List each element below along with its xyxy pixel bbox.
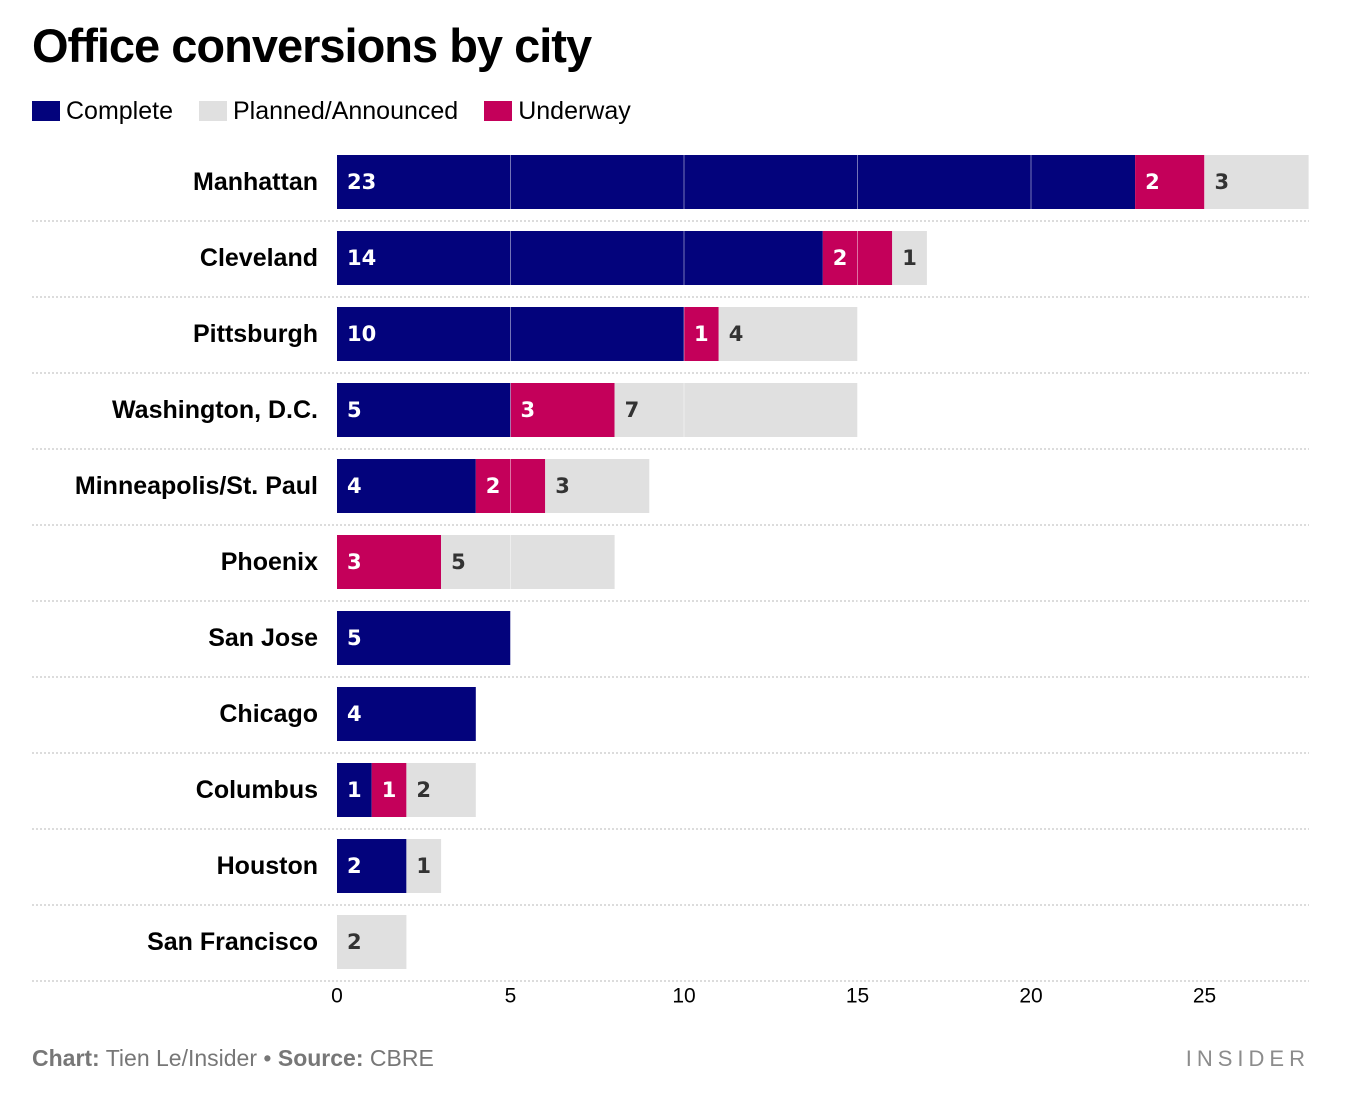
- chart-credit-value: Tien Le/Insider: [105, 1045, 258, 1071]
- bar-segment-complete: [337, 839, 407, 893]
- city-label: Washington, D.C.: [112, 396, 318, 424]
- bar-segment-planned: [718, 307, 858, 361]
- bar-value-label: 5: [347, 626, 362, 650]
- bar-segment-planned: [406, 839, 442, 893]
- city-label: Manhattan: [193, 168, 318, 196]
- vertical-gridlines: [510, 155, 1205, 969]
- legend-swatch-underway: [484, 101, 513, 121]
- bar-segment-planned: [1204, 155, 1309, 209]
- bar-value-label: 2: [347, 854, 362, 878]
- bar-segment-underway: [475, 459, 546, 513]
- bar-segment-planned: [441, 535, 615, 589]
- city-label: Pittsburgh: [193, 320, 318, 348]
- legend-label-planned: Planned/Announced: [233, 96, 459, 125]
- x-tick-label: 25: [1193, 985, 1216, 1008]
- legend-item-complete: Complete: [32, 97, 173, 126]
- bar-segment-underway: [684, 307, 719, 361]
- chart-title: Office conversions by city: [32, 19, 592, 72]
- bar-value-label: 7: [625, 398, 640, 422]
- bar-value-label: 2: [833, 246, 848, 270]
- bar-value-label: 23: [347, 170, 376, 194]
- bar-value-label: 3: [521, 398, 536, 422]
- city-label: Columbus: [196, 776, 318, 804]
- bar-value-label: 2: [1145, 170, 1160, 194]
- chart-footer: Chart: Tien Le/Insider • Source: CBRE: [32, 1045, 434, 1072]
- x-axis: 0 5 10 15 20 25: [331, 985, 1216, 1008]
- bar-value-label: 1: [694, 322, 709, 346]
- bar-segment-planned: [406, 763, 476, 817]
- city-label: Houston: [217, 852, 318, 880]
- bar-value-label: 2: [347, 930, 362, 954]
- legend: Complete Planned/Announced Underway: [32, 94, 657, 128]
- x-tick-label: 20: [1019, 985, 1042, 1008]
- bars: [337, 155, 1309, 969]
- city-label: San Francisco: [147, 928, 318, 956]
- chart-credit-label: Chart:: [32, 1045, 100, 1071]
- bar-value-label: 4: [347, 474, 362, 498]
- bar-value-label: 2: [486, 474, 501, 498]
- bar-segment-planned: [545, 459, 650, 513]
- bar-value-label: 3: [555, 474, 570, 498]
- bar-value-label: 4: [729, 322, 744, 346]
- source-value: CBRE: [369, 1045, 434, 1071]
- bar-value-label: 1: [382, 778, 397, 802]
- bar-segment-planned: [614, 383, 858, 437]
- bar-segment-underway: [337, 535, 442, 589]
- bar-segment-underway: [822, 231, 893, 285]
- legend-swatch-complete: [32, 101, 60, 121]
- x-tick-label: 5: [505, 985, 517, 1008]
- bar-value-label: 5: [451, 550, 466, 574]
- bar-value-label: 3: [1215, 170, 1230, 194]
- city-label: Chicago: [219, 700, 318, 728]
- bar-segment-complete: [337, 307, 684, 361]
- bar-segment-complete: [337, 231, 823, 285]
- bar-value-label: 10: [347, 322, 376, 346]
- bar-value-label: 14: [347, 246, 376, 270]
- city-label: Minneapolis/St. Paul: [75, 472, 318, 500]
- bar-value-label: 1: [347, 778, 362, 802]
- city-label: San Jose: [208, 624, 318, 652]
- bar-segment-complete: [337, 687, 476, 741]
- bar-segment-underway: [510, 383, 615, 437]
- bar-segment-complete: [337, 611, 511, 665]
- legend-label-underway: Underway: [518, 96, 631, 125]
- footer-bullet: •: [263, 1045, 272, 1071]
- bar-value-label: 1: [416, 854, 431, 878]
- bar-segment-planned: [337, 915, 407, 969]
- city-label: Cleveland: [200, 244, 318, 272]
- legend-item-underway: Underway: [484, 97, 631, 126]
- x-tick-label: 0: [331, 985, 343, 1008]
- legend-item-planned: Planned/Announced: [199, 97, 458, 126]
- bar-segment-underway: [1135, 155, 1205, 209]
- bar-segment-complete: [337, 383, 511, 437]
- bar-value-label: 5: [347, 398, 362, 422]
- bar-segment-underway: [371, 763, 407, 817]
- source-label: Source:: [277, 1045, 364, 1071]
- bar-segment-complete: [337, 459, 476, 513]
- gridlines: [32, 220, 1309, 982]
- bar-segment-planned: [892, 231, 927, 285]
- legend-swatch-planned: [199, 101, 227, 121]
- bar-value-label: 3: [347, 550, 362, 574]
- bar-value-label: 4: [347, 702, 362, 726]
- legend-label-complete: Complete: [66, 96, 173, 125]
- x-tick-label: 15: [846, 985, 869, 1008]
- x-tick-label: 10: [672, 985, 695, 1008]
- bar-value-label: 1: [902, 246, 917, 270]
- insider-logo: INSIDER: [1185, 1046, 1310, 1071]
- city-label: Phoenix: [221, 548, 318, 576]
- bar-segment-complete: [337, 763, 372, 817]
- bar-segment-complete: [337, 155, 1136, 209]
- bar-value-label: 2: [416, 778, 431, 802]
